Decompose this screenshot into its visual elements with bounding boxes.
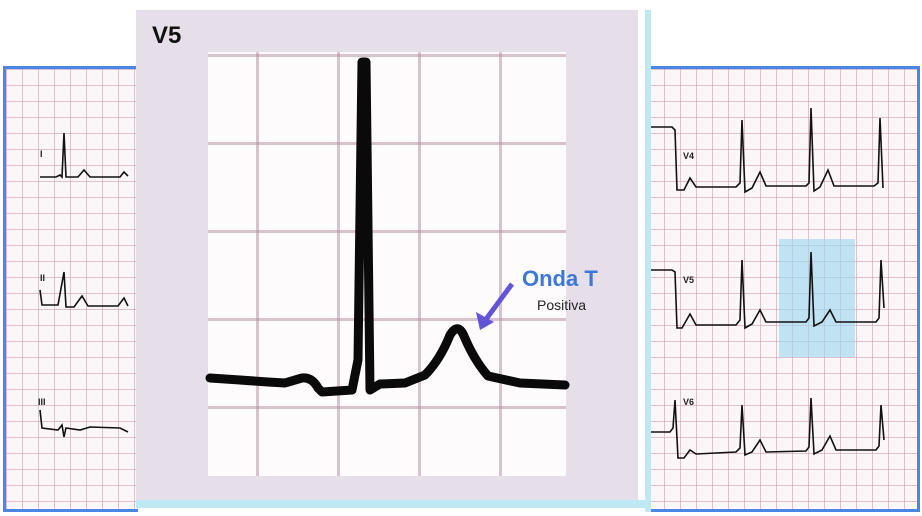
t-wave-arrow bbox=[481, 282, 515, 324]
trace-lead-II bbox=[39, 271, 129, 308]
t-wave-sublabel: Positiva bbox=[537, 297, 587, 313]
trace-lead-V4 bbox=[650, 107, 884, 194]
lead-label-V4: V4 bbox=[683, 151, 695, 161]
trace-lead-III bbox=[39, 409, 129, 438]
trace-lead-I bbox=[40, 132, 129, 179]
zoom-frame-right-edge bbox=[645, 10, 651, 512]
t-wave-label: Onda T bbox=[522, 266, 598, 291]
lead-label-II: II bbox=[40, 273, 46, 283]
trace-lead-V6 bbox=[650, 397, 885, 459]
v5-zoom-panel: V5 bbox=[136, 10, 638, 500]
lead-label-V5: V5 bbox=[683, 275, 695, 285]
limb-leads-strip: I II III bbox=[3, 66, 138, 512]
trace-v5-zoomed bbox=[205, 57, 570, 397]
trace-lead-V5 bbox=[650, 251, 885, 330]
zoom-title: V5 bbox=[152, 22, 182, 49]
v5-highlight-box bbox=[779, 239, 855, 357]
lead-label-I: I bbox=[40, 149, 43, 159]
zoom-frame-bottom-edge bbox=[136, 500, 651, 508]
zoom-ecg-grid bbox=[208, 52, 566, 476]
lead-label-III: III bbox=[38, 397, 46, 407]
lead-label-V6: V6 bbox=[683, 397, 695, 407]
t-wave-arrowhead bbox=[476, 312, 494, 330]
